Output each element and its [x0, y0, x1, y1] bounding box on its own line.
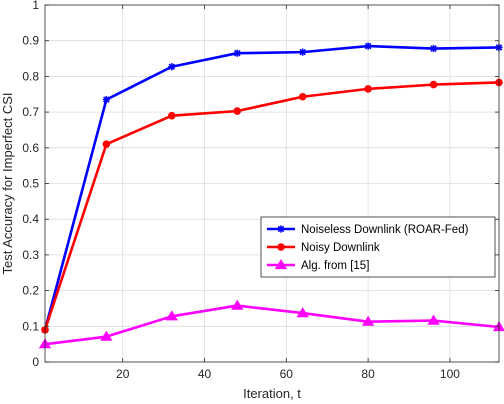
y-tick-label: 0.7: [22, 105, 39, 119]
star-marker: [168, 63, 176, 71]
series-1: [41, 42, 503, 334]
star-marker: [233, 49, 241, 57]
star-marker: [299, 48, 307, 56]
star-marker-stroke: [168, 63, 176, 71]
star-marker-stroke: [430, 45, 437, 52]
data-point: [429, 44, 438, 53]
y-tick-label: 0.1: [22, 319, 39, 333]
data-point: [364, 42, 372, 50]
triangle-marker: [231, 299, 244, 310]
data-point: [427, 314, 440, 325]
data-point: [233, 49, 241, 57]
y-tick-label: 1: [32, 0, 39, 12]
y-tick-label: 0.5: [22, 177, 39, 191]
y-tick-label: 0.6: [22, 141, 39, 155]
star-marker-stroke: [277, 225, 285, 233]
series-line: [43, 44, 500, 331]
data-point: [102, 140, 111, 149]
circle-marker: [429, 80, 438, 89]
star-marker-stroke: [364, 42, 372, 50]
triangle-marker: [427, 314, 440, 325]
star-marker: [429, 44, 438, 53]
data-point: [296, 307, 309, 318]
circle-marker: [167, 111, 176, 120]
circle-marker: [102, 140, 111, 149]
star-marker-stroke: [299, 48, 306, 56]
y-tick-labels: 0 0.1 0.2 0.3 0.4 0.5 0.6 0.7 0.8 0.9 1: [22, 0, 39, 369]
legend-entry: Noiseless Downlink (ROAR-Fed): [267, 224, 469, 236]
y-tick-label: 0: [32, 355, 39, 369]
legend-box: [260, 216, 496, 278]
y-tick-label: 0.4: [22, 212, 39, 226]
x-axis-label: Iteration, t: [243, 386, 301, 401]
x-tick-label: 60: [280, 367, 294, 381]
series-line: [43, 81, 500, 331]
data-point: [298, 92, 307, 101]
y-tick-label: 0.9: [22, 34, 39, 48]
legend: Noiseless Downlink (ROAR-Fed) Noisy Downl…: [260, 216, 496, 278]
star-marker-stroke: [233, 49, 241, 57]
y-axis-label: Test Accuracy for Imperfect CSI: [0, 92, 15, 274]
data-point: [233, 107, 242, 115]
circle-marker: [364, 85, 372, 93]
data-point: [361, 315, 375, 326]
data-point: [231, 299, 244, 310]
data-point: [100, 330, 113, 341]
x-tick-label: 20: [116, 367, 130, 381]
x-tick-labels: 20 40 60 80 100: [116, 367, 460, 381]
star-marker: [102, 96, 110, 104]
x-tick-label: 80: [361, 367, 375, 381]
triangle-marker: [165, 310, 178, 321]
data-point: [429, 80, 438, 89]
x-tick-label: 100: [440, 367, 460, 381]
circle-marker: [298, 92, 307, 101]
data-point: [364, 85, 372, 93]
data-point: [165, 310, 178, 321]
y-tick-label: 0.3: [22, 248, 39, 262]
y-tick-label: 0.8: [22, 69, 39, 83]
triangle-marker: [100, 330, 113, 341]
star-marker: [277, 225, 285, 233]
star-marker-stroke: [103, 96, 110, 103]
data-point: [102, 96, 110, 104]
data-point: [168, 63, 176, 71]
circle-marker: [277, 243, 285, 251]
data-point: [167, 111, 176, 120]
legend-entry: Alg. from [15]: [267, 259, 369, 272]
data-point: [299, 48, 307, 56]
legend-label: Noisy Downlink: [301, 242, 380, 254]
triangle-marker: [296, 307, 309, 318]
axis-ticks: [45, 4, 499, 363]
circle-marker: [233, 107, 242, 115]
legend-label: Alg. from [15]: [301, 260, 369, 272]
legend-entry: Noisy Downlink: [267, 242, 380, 254]
triangle-marker: [274, 259, 288, 270]
series-line: [44, 304, 500, 346]
y-tick-label: 0.2: [22, 284, 39, 298]
series-3: [38, 299, 504, 349]
star-marker: [364, 42, 372, 50]
legend-label: Noiseless Downlink (ROAR-Fed): [301, 224, 469, 236]
triangle-marker: [361, 315, 375, 326]
x-tick-label: 40: [198, 367, 212, 381]
